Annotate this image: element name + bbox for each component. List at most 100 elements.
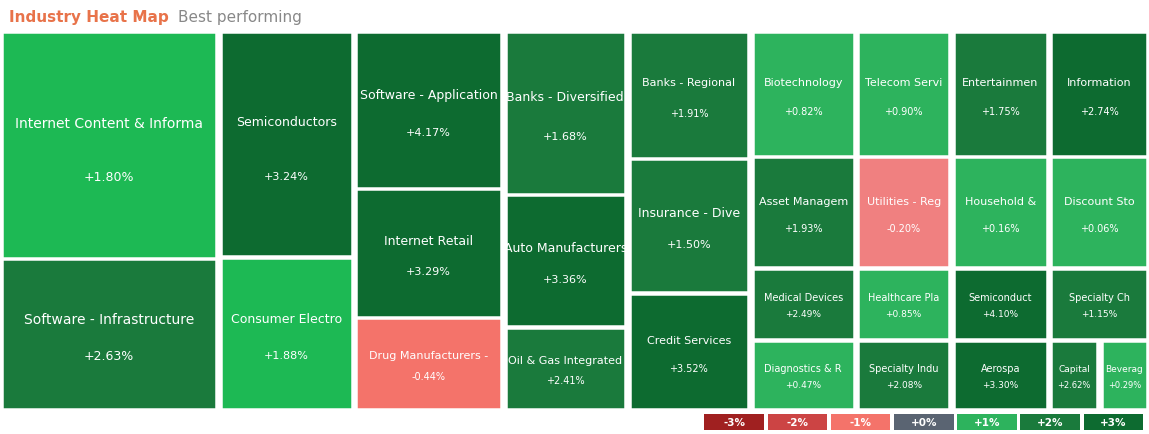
Text: Banks - Diversified: Banks - Diversified xyxy=(507,91,624,104)
FancyBboxPatch shape xyxy=(1051,341,1097,409)
Text: Discount Sto: Discount Sto xyxy=(1064,197,1134,207)
Text: Biotechnology: Biotechnology xyxy=(763,78,843,88)
Text: +3.36%: +3.36% xyxy=(543,274,587,284)
FancyBboxPatch shape xyxy=(954,33,1047,156)
Text: Best performing: Best performing xyxy=(178,10,302,25)
FancyBboxPatch shape xyxy=(894,414,954,430)
Text: Entertainmen: Entertainmen xyxy=(962,78,1039,88)
Text: +3.30%: +3.30% xyxy=(982,380,1018,389)
Text: Oil & Gas Integrated: Oil & Gas Integrated xyxy=(508,355,623,365)
Text: -3%: -3% xyxy=(723,417,746,427)
FancyBboxPatch shape xyxy=(221,258,352,409)
Text: Drug Manufacturers -: Drug Manufacturers - xyxy=(369,350,488,360)
FancyBboxPatch shape xyxy=(506,33,625,194)
Text: Specialty Ch: Specialty Ch xyxy=(1069,293,1129,302)
Text: Utilities - Reg: Utilities - Reg xyxy=(866,197,941,207)
Text: +2.41%: +2.41% xyxy=(546,375,585,385)
Text: Healthcare Pla: Healthcare Pla xyxy=(867,293,940,302)
Text: +0.06%: +0.06% xyxy=(1080,223,1118,233)
Text: +1.80%: +1.80% xyxy=(84,171,134,184)
Text: -0.44%: -0.44% xyxy=(411,372,446,381)
FancyBboxPatch shape xyxy=(858,158,949,268)
Text: Capital: Capital xyxy=(1058,364,1090,373)
Text: +3.52%: +3.52% xyxy=(670,363,708,373)
FancyBboxPatch shape xyxy=(954,158,1047,268)
Text: +1.68%: +1.68% xyxy=(543,131,587,141)
FancyBboxPatch shape xyxy=(954,341,1047,409)
Text: Information: Information xyxy=(1066,78,1132,88)
Text: Consumer Electro: Consumer Electro xyxy=(231,312,341,325)
Text: +0.90%: +0.90% xyxy=(885,107,923,117)
Text: Beverag: Beverag xyxy=(1105,364,1143,373)
Text: -1%: -1% xyxy=(849,417,872,427)
FancyBboxPatch shape xyxy=(768,414,827,430)
Text: +1.15%: +1.15% xyxy=(1081,310,1117,319)
FancyBboxPatch shape xyxy=(356,33,501,188)
Text: Software - Infrastructure: Software - Infrastructure xyxy=(24,312,194,327)
Text: Specialty Indu: Specialty Indu xyxy=(869,363,939,373)
FancyBboxPatch shape xyxy=(221,33,352,256)
FancyBboxPatch shape xyxy=(1051,158,1147,268)
Text: Insurance - Dive: Insurance - Dive xyxy=(638,206,740,219)
FancyBboxPatch shape xyxy=(1084,414,1143,430)
Text: Household &: Household & xyxy=(964,197,1036,207)
Text: +0%: +0% xyxy=(910,417,938,427)
Text: Auto Manufacturers: Auto Manufacturers xyxy=(503,241,627,254)
Text: Semiconduct: Semiconduct xyxy=(969,293,1032,302)
FancyBboxPatch shape xyxy=(831,414,890,430)
Text: v: v xyxy=(136,11,142,24)
Text: +1%: +1% xyxy=(973,417,1001,427)
Text: +0.47%: +0.47% xyxy=(785,380,822,389)
Text: Diagnostics & R: Diagnostics & R xyxy=(764,363,842,373)
Text: -0.20%: -0.20% xyxy=(887,223,920,233)
FancyBboxPatch shape xyxy=(957,414,1017,430)
FancyBboxPatch shape xyxy=(954,269,1047,339)
Text: +1.50%: +1.50% xyxy=(666,240,711,250)
Text: +2.49%: +2.49% xyxy=(785,310,822,319)
Text: +0.85%: +0.85% xyxy=(886,310,921,319)
Text: Asset Managem: Asset Managem xyxy=(758,197,848,207)
Text: Credit Services: Credit Services xyxy=(647,335,731,345)
Text: +1.75%: +1.75% xyxy=(981,107,1019,117)
FancyBboxPatch shape xyxy=(858,341,949,409)
Text: +2.62%: +2.62% xyxy=(1057,380,1092,389)
FancyBboxPatch shape xyxy=(704,414,764,430)
Text: +0.29%: +0.29% xyxy=(1108,380,1141,389)
FancyBboxPatch shape xyxy=(1051,269,1147,339)
Text: Banks - Regional: Banks - Regional xyxy=(642,78,735,88)
FancyBboxPatch shape xyxy=(630,294,748,409)
Text: Internet Content & Informa: Internet Content & Informa xyxy=(15,116,203,130)
FancyBboxPatch shape xyxy=(753,269,854,339)
Text: +2.74%: +2.74% xyxy=(1080,107,1118,117)
FancyBboxPatch shape xyxy=(2,33,216,258)
Text: +0.16%: +0.16% xyxy=(981,223,1019,233)
Text: Medical Devices: Medical Devices xyxy=(764,293,842,302)
Text: +1.91%: +1.91% xyxy=(670,108,708,118)
FancyBboxPatch shape xyxy=(1102,341,1147,409)
FancyBboxPatch shape xyxy=(753,33,854,156)
FancyBboxPatch shape xyxy=(2,260,216,409)
Text: +0.82%: +0.82% xyxy=(784,107,823,117)
Text: +3%: +3% xyxy=(1100,417,1127,427)
Text: +2.63%: +2.63% xyxy=(84,349,134,362)
FancyBboxPatch shape xyxy=(630,160,748,293)
Text: -2%: -2% xyxy=(786,417,809,427)
FancyBboxPatch shape xyxy=(630,33,748,158)
Text: Industry Heat Map: Industry Heat Map xyxy=(9,10,169,25)
FancyBboxPatch shape xyxy=(753,158,854,268)
Text: Software - Application: Software - Application xyxy=(360,89,498,102)
FancyBboxPatch shape xyxy=(506,196,625,326)
Text: Semiconductors: Semiconductors xyxy=(236,116,337,129)
Text: +4.10%: +4.10% xyxy=(982,310,1018,319)
Text: Internet Retail: Internet Retail xyxy=(384,234,473,247)
FancyBboxPatch shape xyxy=(753,341,854,409)
Text: +3.29%: +3.29% xyxy=(406,266,452,276)
Text: +2%: +2% xyxy=(1036,417,1064,427)
Text: +2.08%: +2.08% xyxy=(886,380,921,389)
FancyBboxPatch shape xyxy=(356,190,501,317)
Text: Telecom Servi: Telecom Servi xyxy=(865,78,942,88)
Text: +1.88%: +1.88% xyxy=(263,350,309,360)
FancyBboxPatch shape xyxy=(506,328,625,409)
Text: +1.93%: +1.93% xyxy=(784,223,823,233)
FancyBboxPatch shape xyxy=(356,319,501,409)
